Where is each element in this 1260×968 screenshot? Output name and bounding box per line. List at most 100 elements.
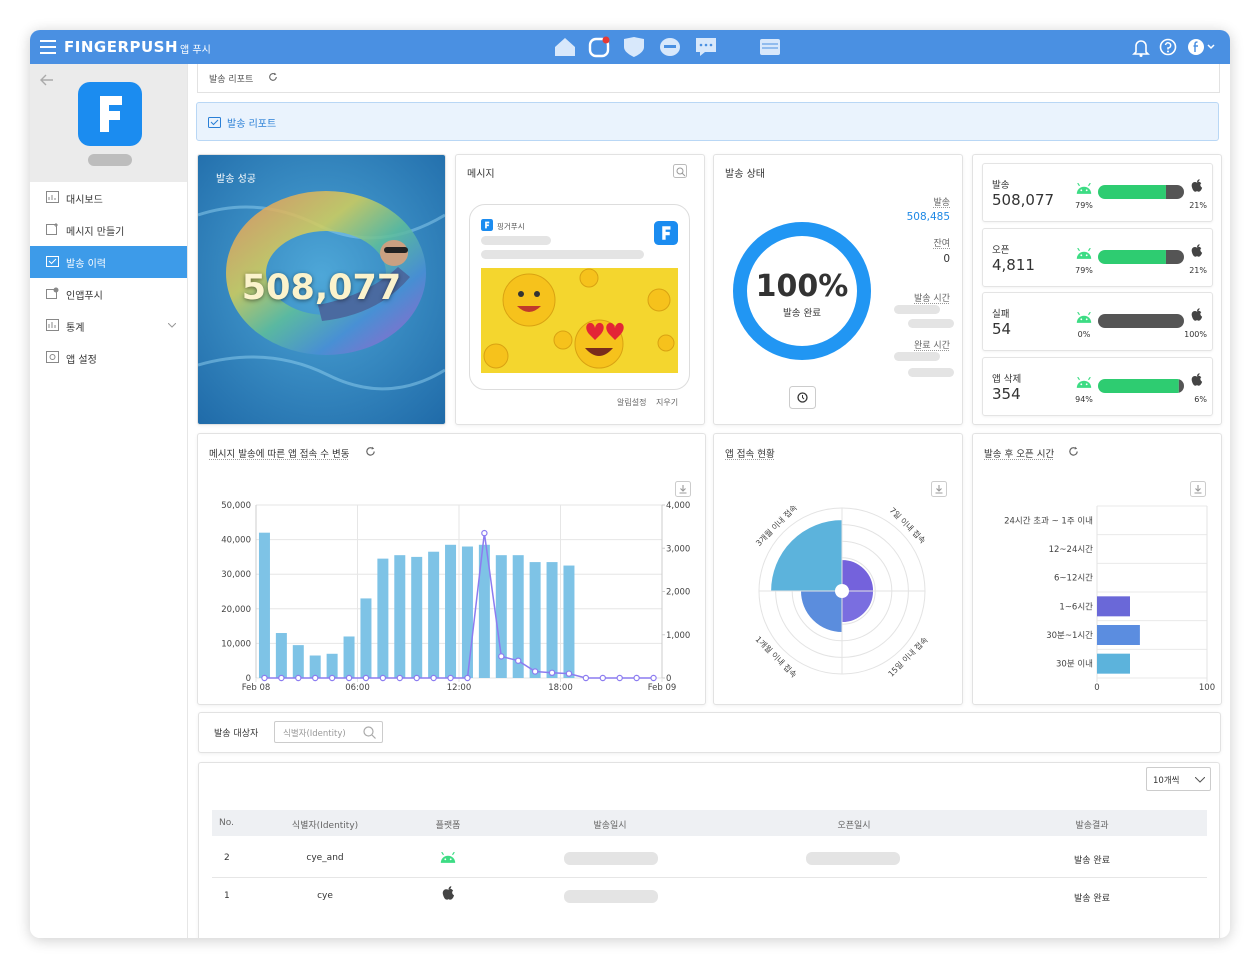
- ios-percent: 21%: [1189, 265, 1207, 275]
- line-point: [379, 674, 387, 682]
- push-preview: 핑거푸시: [469, 204, 690, 390]
- refresh-button[interactable]: [268, 72, 278, 82]
- breadcrumb-bar: 발송 리포트: [197, 64, 1220, 93]
- cell: 2: [224, 853, 230, 863]
- nav-icons[interactable]: [550, 35, 790, 59]
- stat-row: 오픈 4,811 79% 21%: [982, 227, 1213, 287]
- push-image: [481, 268, 678, 373]
- y2-tick-label: 1,000: [666, 631, 690, 641]
- app-window: FINGERPUSH 앱 푸시 대시보드 메시지 만들기 발송 이력 인앱푸시 …: [30, 30, 1230, 938]
- line-point: [328, 674, 336, 682]
- date-placeholder: [564, 890, 658, 903]
- android-icon: [439, 852, 457, 863]
- action-link[interactable]: 지우기: [656, 398, 679, 407]
- menu-item[interactable]: 대시보드: [30, 182, 187, 214]
- menu-item[interactable]: 통계: [30, 310, 187, 342]
- line-point: [633, 674, 640, 682]
- menu-label: 발송 이력: [66, 259, 106, 270]
- x-tick-label: 100: [1199, 683, 1215, 693]
- y2-tick-label: 4,000: [666, 501, 690, 511]
- search-placeholder: 식별자(Identity): [283, 729, 346, 739]
- column-header: 발송일시: [593, 821, 627, 831]
- download-button[interactable]: [1190, 481, 1206, 497]
- date-placeholder: [564, 852, 658, 865]
- bar: [275, 633, 287, 678]
- menu-label: 인앱푸시: [66, 291, 103, 302]
- polar-segment: [770, 519, 843, 592]
- menu-label: 대시보드: [66, 195, 103, 206]
- stat-row: 앱 삭제 354 94% 6%: [982, 356, 1213, 416]
- download-button[interactable]: [931, 481, 947, 497]
- page-size: 10개씩: [1153, 776, 1180, 786]
- history-button[interactable]: [789, 386, 816, 409]
- status-card: 발송 상태 100% 발송 완료 발송 508,485 잔여 0 발송 시간 완…: [713, 154, 963, 425]
- polar-segment: [799, 590, 843, 634]
- preview-button[interactable]: [673, 164, 687, 178]
- bar: [445, 544, 457, 678]
- action-link[interactable]: 알림설정: [617, 398, 647, 407]
- y-tick-label: 40,000: [221, 536, 251, 546]
- column-header: 식별자(Identity): [291, 821, 359, 831]
- banner-title: 발송 리포트: [227, 119, 277, 130]
- android-icon: [1075, 183, 1093, 194]
- bar: [1097, 625, 1140, 645]
- android-glyph: [1077, 183, 1091, 194]
- report-banner: 발송 리포트: [196, 102, 1219, 141]
- bar: [411, 556, 423, 678]
- bar: [428, 551, 440, 678]
- stats-card: 발송 508,077 79% 21% 오픈 4,811 79% 21% 실패 54 0% 100% 앱 …: [972, 154, 1222, 425]
- y-tick-label: 30분 이내: [1056, 659, 1093, 670]
- row-divider: [212, 877, 1207, 878]
- app-logo: [78, 82, 142, 146]
- card-title: 발송 상태: [725, 169, 765, 180]
- menu-item-active[interactable]: 발송 이력: [30, 246, 187, 278]
- chart-title: 메시지 발송에 따른 앱 접속 수 변동: [209, 449, 350, 460]
- bar: [1097, 653, 1130, 674]
- field-label: 발송: [933, 198, 950, 208]
- x-tick-label: 18:00: [548, 683, 573, 693]
- y-tick-label: 12~24시간: [1049, 544, 1094, 555]
- ios-share: [1165, 249, 1184, 264]
- y-tick-label: 0: [246, 674, 251, 684]
- line-point: [345, 674, 353, 682]
- android-percent: 79%: [1075, 201, 1093, 210]
- apple-icon: [1191, 244, 1203, 258]
- line-point: [548, 669, 556, 677]
- chart-card: 7일 이내 접속 15일 이내 접속 1개월 이내 접속 3개월 이내 접속 앱 접속…: [713, 433, 963, 705]
- menu-button[interactable]: [40, 40, 56, 54]
- refresh-button[interactable]: [365, 446, 376, 457]
- android-icon: [1075, 377, 1093, 388]
- chart-card: 0 10,000 20,000 30,000 40,000 50,000 0 1,000 2,0…: [197, 433, 706, 705]
- menu-item[interactable]: 인앱푸시: [30, 278, 187, 310]
- status-text: 발송 완료: [783, 308, 821, 319]
- menu-item[interactable]: 메시지 만들기: [30, 214, 187, 246]
- bar: [394, 555, 406, 678]
- body-placeholder: [481, 250, 644, 259]
- time-placeholder: [894, 305, 940, 314]
- polar-center: [835, 584, 849, 598]
- cell: cye: [317, 891, 333, 901]
- android-glyph: [1077, 312, 1091, 323]
- sidebar: 대시보드 메시지 만들기 발송 이력 인앱푸시 통계 앱 설정: [30, 64, 188, 938]
- polar-segment: [841, 558, 875, 592]
- stat-value: 508,077: [992, 191, 1055, 209]
- menu-label: 앱 설정: [66, 355, 97, 366]
- pool-image: [198, 155, 445, 424]
- back-button[interactable]: [40, 74, 54, 86]
- menu-label: 통계: [66, 323, 85, 334]
- apple-glyph: [1192, 308, 1202, 321]
- menu-item[interactable]: 앱 설정: [30, 342, 187, 374]
- ios-percent: 100%: [1184, 330, 1207, 339]
- refresh-button[interactable]: [1068, 446, 1079, 457]
- field-value: 508,485: [906, 211, 950, 223]
- line-point: [599, 674, 606, 682]
- line-point: [362, 674, 370, 682]
- download-button[interactable]: [675, 481, 691, 497]
- line-point: [295, 674, 302, 682]
- android-share: [1098, 185, 1166, 199]
- search-input[interactable]: 식별자(Identity): [274, 721, 383, 743]
- user-icons[interactable]: [1130, 38, 1220, 58]
- page-size-select[interactable]: 10개씩: [1146, 767, 1211, 791]
- android-percent: 79%: [1075, 265, 1093, 275]
